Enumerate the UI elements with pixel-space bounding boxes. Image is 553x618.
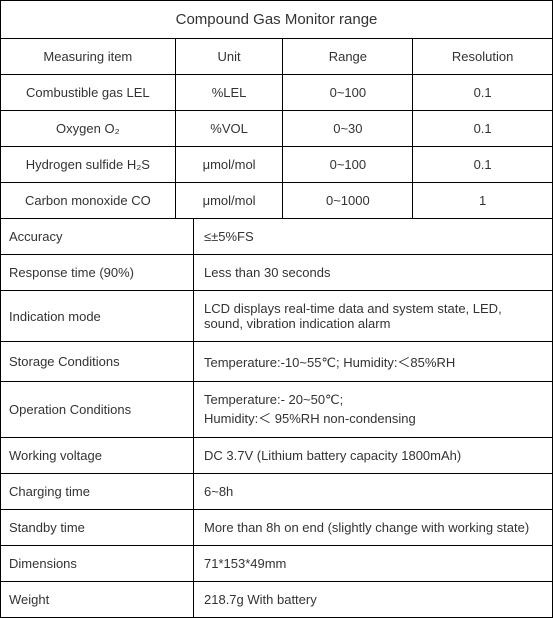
- gas-resolution: 0.1: [413, 111, 552, 146]
- spec-row: Storage ConditionsTemperature:-10~55℃; H…: [1, 342, 552, 382]
- spec-value: DC 3.7V (Lithium battery capacity 1800mA…: [194, 438, 552, 473]
- spec-value: Less than 30 seconds: [194, 255, 552, 290]
- header-measuring-item: Measuring item: [1, 39, 176, 74]
- spec-row: Dimensions71*153*49mm: [1, 546, 552, 582]
- spec-value: Temperature:-10~55℃; Humidity:＜85%RH: [194, 342, 552, 381]
- spec-row: Response time (90%)Less than 30 seconds: [1, 255, 552, 291]
- gas-item: Hydrogen sulfide H₂S: [1, 147, 176, 182]
- spec-label: Accuracy: [1, 219, 194, 254]
- gas-range: 0~100: [283, 75, 413, 110]
- header-unit: Unit: [176, 39, 284, 74]
- spec-row: Indication modeLCD displays real-time da…: [1, 291, 552, 342]
- spec-label: Operation Conditions: [1, 382, 194, 437]
- gas-unit: %VOL: [176, 111, 284, 146]
- gas-range: 0~30: [283, 111, 413, 146]
- spec-label: Response time (90%): [1, 255, 194, 290]
- spec-value: 6~8h: [194, 474, 552, 509]
- table-title: Compound Gas Monitor range: [1, 1, 552, 39]
- gas-row: Combustible gas LEL%LEL0~1000.1: [1, 75, 552, 111]
- spec-label: Indication mode: [1, 291, 194, 341]
- spec-label: Weight: [1, 582, 194, 617]
- gas-range: 0~100: [283, 147, 413, 182]
- gas-row: Hydrogen sulfide H₂Sμmol/mol0~1000.1: [1, 147, 552, 183]
- gas-item: Oxygen O₂: [1, 111, 176, 146]
- spec-label: Working voltage: [1, 438, 194, 473]
- spec-row: Accuracy≤±5%FS: [1, 219, 552, 255]
- gas-row: Oxygen O₂%VOL0~300.1: [1, 111, 552, 147]
- spec-row: Operation ConditionsTemperature:- 20~50℃…: [1, 382, 552, 438]
- spec-label: Dimensions: [1, 546, 194, 581]
- gas-resolution: 0.1: [413, 147, 552, 182]
- spec-label: Charging time: [1, 474, 194, 509]
- header-range: Range: [283, 39, 413, 74]
- gas-range: 0~1000: [283, 183, 413, 218]
- gas-resolution: 0.1: [413, 75, 552, 110]
- gas-row: Carbon monoxide COμmol/mol0~10001: [1, 183, 552, 219]
- spec-value: 218.7g With battery: [194, 582, 552, 617]
- spec-label: Storage Conditions: [1, 342, 194, 381]
- spec-label: Standby time: [1, 510, 194, 545]
- spec-table: Compound Gas Monitor range Measuring ite…: [0, 0, 553, 618]
- spec-row: Charging time6~8h: [1, 474, 552, 510]
- spec-value: More than 8h on end (slightly change wit…: [194, 510, 552, 545]
- spec-row: Standby timeMore than 8h on end (slightl…: [1, 510, 552, 546]
- spec-value: ≤±5%FS: [194, 219, 552, 254]
- spec-value: Temperature:- 20~50℃;Humidity:＜ 95%RH no…: [194, 382, 552, 437]
- gas-item: Carbon monoxide CO: [1, 183, 176, 218]
- spec-value: 71*153*49mm: [194, 546, 552, 581]
- spec-row: Weight218.7g With battery: [1, 582, 552, 617]
- header-resolution: Resolution: [413, 39, 552, 74]
- spec-row: Working voltageDC 3.7V (Lithium battery …: [1, 438, 552, 474]
- table-header-row: Measuring item Unit Range Resolution: [1, 39, 552, 75]
- gas-unit: %LEL: [176, 75, 284, 110]
- gas-resolution: 1: [413, 183, 552, 218]
- gas-unit: μmol/mol: [176, 147, 284, 182]
- gas-unit: μmol/mol: [176, 183, 284, 218]
- spec-value: LCD displays real-time data and system s…: [194, 291, 552, 341]
- gas-item: Combustible gas LEL: [1, 75, 176, 110]
